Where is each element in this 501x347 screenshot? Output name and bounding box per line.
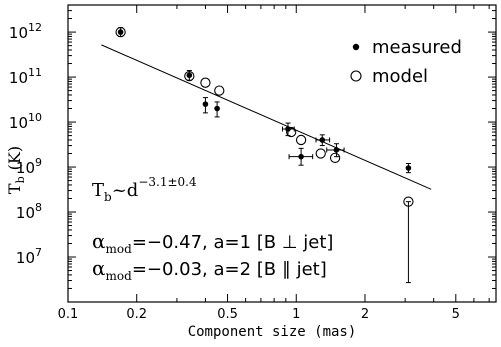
measured-point xyxy=(214,105,220,112)
y-axis-label-main: T xyxy=(5,183,24,194)
y-tick-label: 1011 xyxy=(9,66,42,87)
measured-point xyxy=(333,147,340,153)
y-axis-label: Tb (K) xyxy=(5,146,27,194)
x-tick-label: 0.1 xyxy=(58,307,79,322)
model-point xyxy=(329,152,341,164)
fit-formula: Tb~d−3.1±0.4 xyxy=(92,175,197,204)
measured-point xyxy=(186,72,193,79)
alpha-symbol-2: α xyxy=(92,256,106,280)
legend-marker-measured xyxy=(352,43,360,51)
model-point xyxy=(286,126,297,138)
svg-text:αmod=−0.47, a=1 [B ⊥ jet]: αmod=−0.47, a=1 [B ⊥ jet] xyxy=(92,229,333,256)
svg-text:Tb~d−3.1±0.4: Tb~d−3.1±0.4 xyxy=(92,175,197,204)
fit-formula-tilde: ~d xyxy=(112,180,139,201)
legend-label-model: model xyxy=(372,66,428,87)
alpha-text-2: =−0.03, a=2 [B ∥ jet] xyxy=(132,259,327,280)
model-point xyxy=(115,26,126,38)
fit-line xyxy=(101,44,432,190)
y-tick-label: 109 xyxy=(16,156,42,177)
legend-label-measured: measured xyxy=(372,37,462,58)
model-point xyxy=(315,148,326,159)
alpha-mod-line-1: αmod=−0.47, a=1 [B ⊥ jet] xyxy=(92,229,333,256)
x-tick-label: 1 xyxy=(292,307,300,322)
alpha-mod-line-2: αmod=−0.03, a=2 [B ∥ jet] xyxy=(92,256,327,283)
model-point xyxy=(214,85,225,96)
fit-formula-base: T xyxy=(92,180,104,201)
alpha-symbol-1: α xyxy=(92,229,106,253)
x-axis-label: Component size (mas) xyxy=(188,324,357,340)
y-tick-label: 108 xyxy=(16,201,42,222)
x-tick-label: 0.2 xyxy=(126,307,147,322)
legend-marker-model xyxy=(350,70,362,82)
legend: measured model xyxy=(350,37,462,87)
measured-point xyxy=(202,101,209,107)
y-axis-label-unit: (K) xyxy=(5,146,24,170)
measured-point xyxy=(405,165,412,171)
axes-layer: 0.1 0.2 0.5 1 2 5 107 108 109 1010 1011 1012 xyxy=(9,4,497,322)
model-point xyxy=(403,196,414,207)
model-point xyxy=(184,70,195,82)
measured-point xyxy=(117,29,124,35)
alpha-text-1: =−0.47, a=1 [B ⊥ jet] xyxy=(132,232,334,253)
points-layer xyxy=(115,26,414,284)
y-tick-label: 1010 xyxy=(9,111,42,132)
y-axis-label-sub: b xyxy=(14,176,27,183)
measured-point xyxy=(298,153,304,160)
y-tick-label: 107 xyxy=(16,246,42,267)
svg-text:Tb(K): Tb (K) xyxy=(5,146,27,194)
svg-text:αmod=−0.03, a=2 [B ∥ jet]: αmod=−0.03, a=2 [B ∥ jet] xyxy=(92,256,327,283)
fit-formula-exponent: −3.1±0.4 xyxy=(138,175,197,189)
alpha-sub-1: mod xyxy=(106,242,133,256)
y-tick-label: 1012 xyxy=(9,21,42,42)
fit-layer xyxy=(101,44,432,190)
x-tick-label: 5 xyxy=(452,307,460,322)
x-tick-label: 2 xyxy=(361,307,369,322)
x-tick-label: 0.5 xyxy=(217,307,238,322)
model-point xyxy=(200,77,211,88)
model-point xyxy=(295,134,307,146)
measured-point xyxy=(319,137,326,143)
fit-formula-sub: b xyxy=(104,190,112,204)
alpha-sub-2: mod xyxy=(106,269,133,283)
